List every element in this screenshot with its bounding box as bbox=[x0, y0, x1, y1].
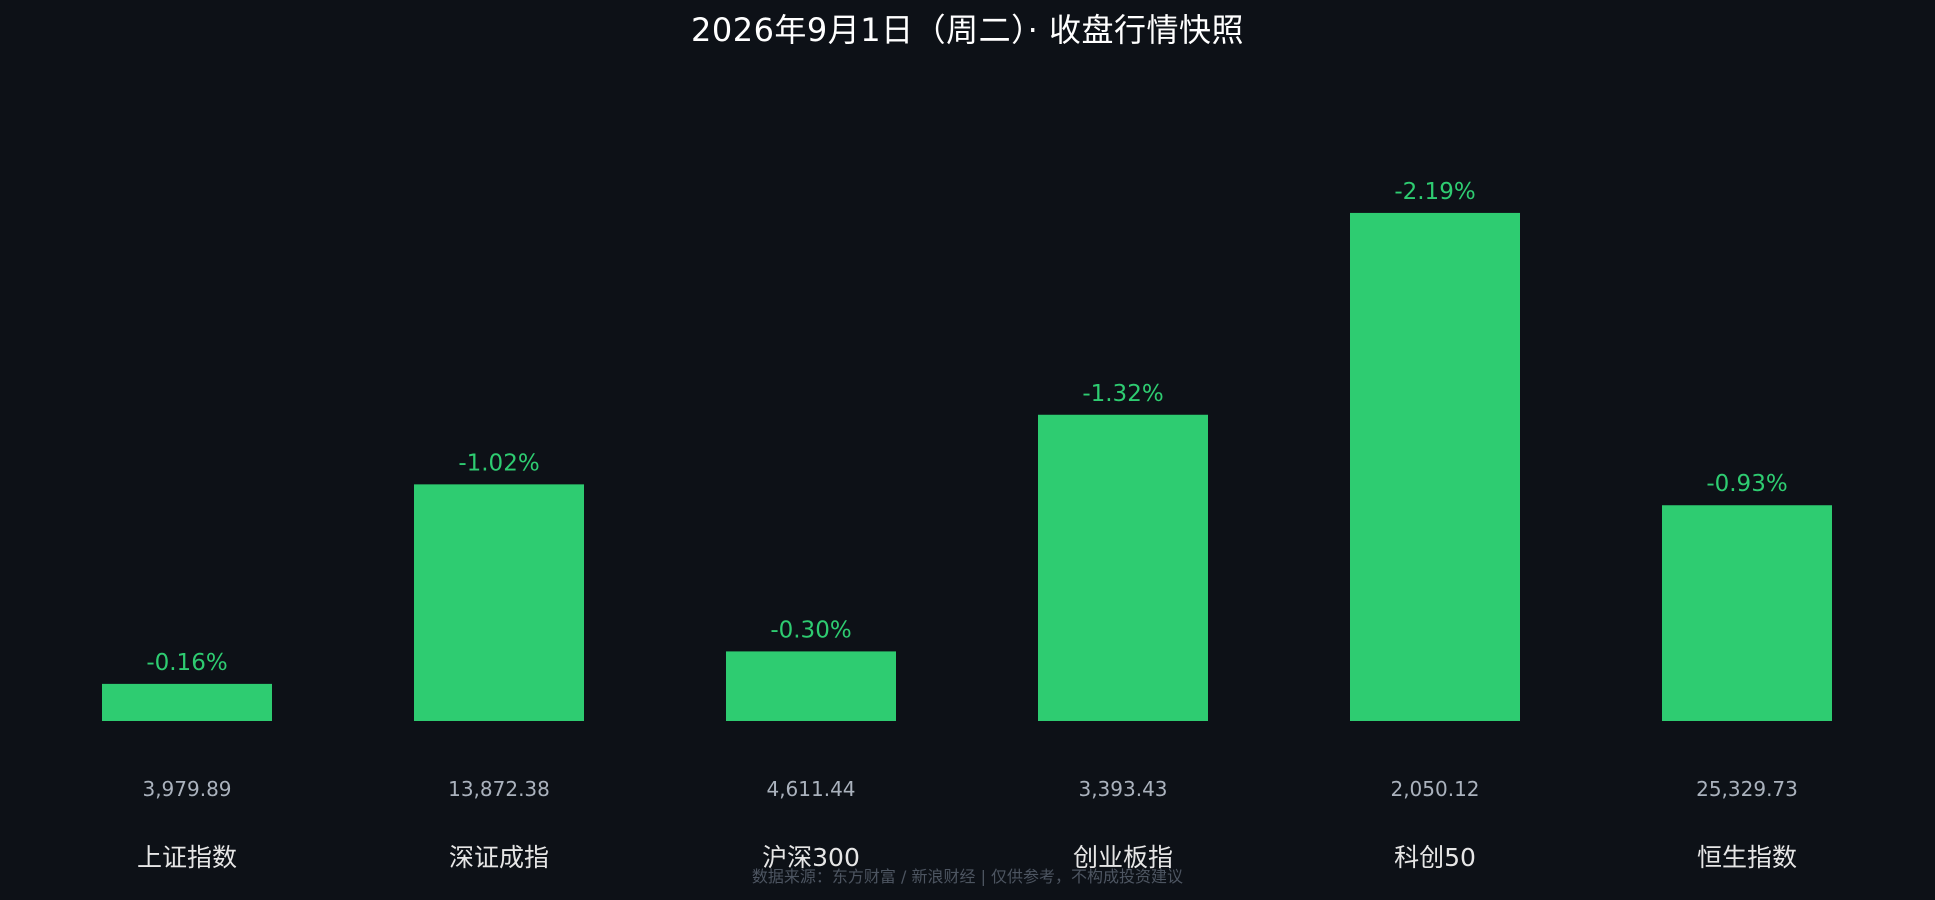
bar-1 bbox=[102, 683, 272, 721]
bar-change-label-2: -1.02% bbox=[458, 450, 539, 476]
bar-2 bbox=[414, 484, 584, 721]
index-value-3: 4,611.44 bbox=[766, 777, 855, 801]
index-value-5: 2,050.12 bbox=[1390, 777, 1479, 801]
category-label-4: 创业板指 bbox=[1073, 843, 1173, 872]
bar-4 bbox=[1038, 414, 1208, 721]
index-value-2: 13,872.38 bbox=[448, 777, 550, 801]
bar-change-label-5: -2.19% bbox=[1394, 179, 1475, 205]
category-label-5: 科创50 bbox=[1394, 843, 1476, 872]
category-label-6: 恒生指数 bbox=[1697, 843, 1797, 872]
index-value-4: 3,393.43 bbox=[1078, 777, 1167, 801]
bar-change-label-1: -0.16% bbox=[146, 650, 227, 676]
bar-change-label-4: -1.32% bbox=[1082, 381, 1163, 407]
index-value-1: 3,979.89 bbox=[142, 777, 231, 801]
data-source-note: 数据来源：东方财富 / 新浪财经 | 仅供参考，不构成投资建议 bbox=[751, 867, 1184, 886]
chart-title: 2026年9月1日（周二）· 收盘行情快照 bbox=[690, 11, 1244, 49]
category-label-3: 沪深300 bbox=[762, 843, 860, 872]
index-value-6: 25,329.73 bbox=[1696, 777, 1798, 801]
bar-change-label-6: -0.93% bbox=[1706, 471, 1787, 497]
bar-3 bbox=[726, 651, 896, 721]
bar-6 bbox=[1662, 505, 1832, 721]
category-label-1: 上证指数 bbox=[137, 843, 237, 872]
bar-5 bbox=[1350, 212, 1520, 722]
bar-change-label-3: -0.30% bbox=[770, 617, 851, 643]
category-label-2: 深证成指 bbox=[449, 843, 549, 872]
